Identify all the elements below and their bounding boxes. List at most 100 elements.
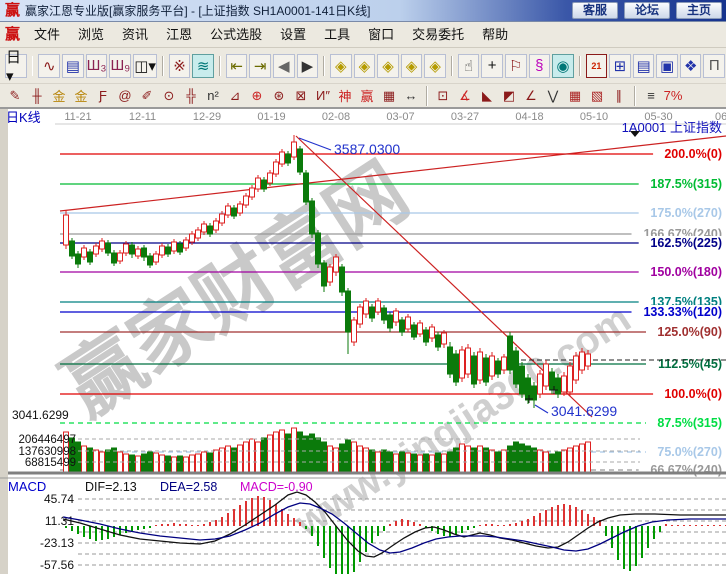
target-tool-icon[interactable]: ⊕ <box>251 87 263 103</box>
full-view-diamond-icon[interactable]: ◈ <box>424 53 446 78</box>
save-tool-icon[interactable]: ▣ <box>656 53 678 78</box>
menu-item-3[interactable]: 资讯 <box>122 27 149 42</box>
menu-item-2[interactable]: 浏览 <box>78 27 105 42</box>
macd-dea-value: DEA=2.58 <box>160 480 217 494</box>
grid-123-tool-icon[interactable]: ▦ <box>382 87 396 103</box>
scale-tool-icon[interactable]: ≡ <box>647 88 655 103</box>
menu-bar: 赢 文件 浏览 资讯 江恩 公式选股 设置 工具 窗口 交易委托 帮助 <box>0 22 726 48</box>
flag-tool-icon[interactable]: ⚐ <box>504 53 527 78</box>
candle-body <box>189 233 195 243</box>
gann-module-icon[interactable]: ※ <box>168 53 191 78</box>
compress-diamond-icon[interactable]: ◈ <box>377 53 399 78</box>
gold-divider-2-icon[interactable]: 金 <box>74 89 88 104</box>
spiral-tool-icon[interactable]: @ <box>118 88 132 103</box>
parallel-lines-tool-icon[interactable]: ∥ <box>615 87 623 103</box>
ray-web-tool-icon[interactable]: ⊛ <box>273 87 285 103</box>
menu-item-9[interactable]: 交易委托 <box>412 27 465 42</box>
volume-bar <box>393 453 399 473</box>
macd-axis-label: -23.13 <box>40 536 74 550</box>
customer-service-button[interactable]: 客服 <box>571 2 618 19</box>
ruler-tool-icon[interactable]: ↔ <box>404 88 418 103</box>
low-price-axis-label: 3041.6299 <box>12 408 69 422</box>
menu-item-6[interactable]: 设置 <box>280 27 307 42</box>
gann-label-bg <box>631 305 726 319</box>
shen-tool-icon[interactable]: 神 <box>338 89 352 104</box>
gift-tool-icon[interactable]: § <box>528 53 551 78</box>
notebook-tool-icon[interactable]: ▤ <box>632 53 655 78</box>
note-tool-icon[interactable]: ▤ <box>62 53 84 78</box>
candle-body <box>303 172 309 203</box>
volume-bar <box>219 447 225 473</box>
fan-tool-icon[interactable]: ∡ <box>459 87 471 103</box>
last-page-icon[interactable]: ⇥ <box>249 53 271 78</box>
crosshair-tool-icon[interactable]: + <box>481 53 503 78</box>
candle-body <box>345 290 351 333</box>
next-bar-icon[interactable]: ▶ <box>296 53 319 78</box>
menu-item-5[interactable]: 公式选股 <box>210 27 263 42</box>
print-tool-icon[interactable]: Π <box>703 53 726 78</box>
wave-3-icon[interactable]: Ш₃ <box>85 53 108 78</box>
grid-tool-icon[interactable]: ╬ <box>186 88 196 103</box>
grid-ruler-tool-icon[interactable]: ╫ <box>32 88 42 103</box>
app-logo-icon: 赢 <box>5 2 21 19</box>
box-axes-tool-icon[interactable]: ⊡ <box>437 87 449 103</box>
calendar-tool-icon[interactable]: 21 <box>585 53 608 78</box>
gold-divider-1-icon[interactable]: 金 <box>52 89 66 104</box>
menu-item-10[interactable]: 帮助 <box>482 27 509 42</box>
candle-body <box>195 229 201 239</box>
fibonacci-tool-icon[interactable]: Ƒ <box>99 88 107 103</box>
calculator-tool-icon[interactable]: ⊞ <box>609 53 631 78</box>
chart-background <box>0 109 726 574</box>
cycle-clock-tool-icon[interactable]: ⊙ <box>163 87 175 103</box>
box-web-tool-icon[interactable]: ⊠ <box>295 87 307 103</box>
first-page-icon[interactable]: ⇤ <box>225 53 248 78</box>
zoom-in-diamond-icon[interactable]: ◈ <box>353 53 376 78</box>
fan-square-tool-icon[interactable]: ◩ <box>502 87 516 103</box>
n-square-tool-icon[interactable]: n² <box>207 88 219 103</box>
grid-full-tool-icon[interactable]: ▦ <box>568 87 582 103</box>
volume-bar <box>351 441 357 473</box>
candle-body <box>129 244 135 255</box>
v-line-tool-icon[interactable]: ⋁ <box>547 87 559 103</box>
candle-body <box>519 365 525 395</box>
date-label: 05-10 <box>580 111 608 123</box>
forum-button[interactable]: 论坛 <box>623 2 670 19</box>
prev-bar-icon[interactable]: ◀ <box>272 53 295 78</box>
hand-tool-icon[interactable]: ☝ <box>457 53 480 78</box>
ying-tool-icon[interactable]: 赢 <box>360 89 374 104</box>
volume-bar <box>237 444 243 473</box>
candle-body <box>537 373 543 395</box>
angle-sail-tool-icon[interactable]: ⊿ <box>229 87 241 103</box>
menu-item-7[interactable]: 工具 <box>324 27 351 42</box>
angle-line-tool-icon[interactable]: ∠ <box>525 87 537 103</box>
candle-body <box>453 353 459 383</box>
volume-bar <box>531 447 537 473</box>
menu-item-1[interactable]: 文件 <box>34 27 61 42</box>
indicator-style-icon[interactable]: ≋ <box>192 53 214 78</box>
toolbar-separator <box>578 55 581 76</box>
home-button[interactable]: 主页 <box>675 2 722 19</box>
period-day-icon[interactable]: 日▾ <box>5 49 27 85</box>
macd-axis-label: 45.74 <box>44 492 74 506</box>
candle-style-icon[interactable]: ◫▾ <box>133 53 157 78</box>
menu-item-4[interactable]: 江恩 <box>166 27 193 42</box>
expand-diamond-icon[interactable]: ◈ <box>400 53 423 78</box>
zoom-out-diamond-icon[interactable]: ◈ <box>330 53 352 78</box>
grid-arrow-tool-icon[interactable]: ▧ <box>590 87 604 103</box>
winner-logo-tool-icon[interactable]: ◉ <box>552 53 574 78</box>
volume-bar <box>129 454 135 473</box>
gann-level-label: 100.0%(0) <box>664 387 722 401</box>
fan-solid-tool-icon[interactable]: ◣ <box>482 87 492 103</box>
window-tool-icon[interactable]: ❖ <box>679 53 702 78</box>
menu-item-8[interactable]: 窗口 <box>368 27 395 42</box>
marker-tool-icon[interactable]: ✐ <box>141 87 153 103</box>
date-label: 02-08 <box>322 111 350 123</box>
wave-9-icon[interactable]: Ш₉ <box>109 53 132 78</box>
macd-dif-line <box>62 491 726 558</box>
date-label: 04-18 <box>515 111 543 123</box>
percent-tool-icon[interactable]: 7% <box>663 88 683 103</box>
pencil-tool-icon[interactable]: ✎ <box>9 87 21 103</box>
band-tool-icon[interactable]: ∿ <box>38 53 61 78</box>
gann-i-tool-icon[interactable]: И″ <box>316 88 330 103</box>
